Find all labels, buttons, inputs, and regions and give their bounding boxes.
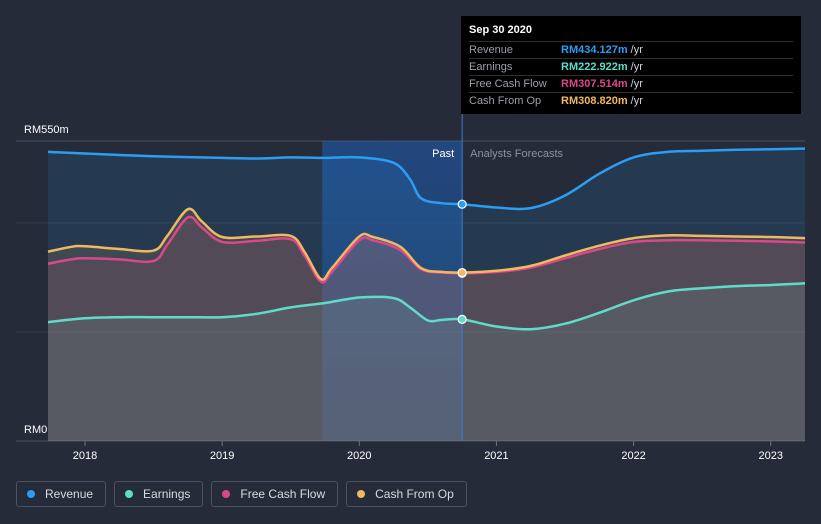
revenue-area [48, 148, 805, 441]
past-label: Past [432, 148, 454, 160]
tooltip-row-earnings: Earnings RM222.922m /yr [469, 58, 793, 75]
legend-item-earnings[interactable]: Earnings [114, 481, 204, 507]
cash-from-op-marker [457, 267, 467, 278]
legend-label: Free Cash Flow [240, 487, 326, 501]
earnings-area [48, 283, 805, 441]
free-cash-flow-line [47, 215, 806, 284]
tooltip-label: Earnings [469, 61, 513, 73]
x-tick-label: 2021 [484, 450, 508, 462]
tooltip-value: RM434.127m [561, 44, 628, 56]
cash-from-op-area [48, 208, 805, 441]
tooltip-row-cash-from-op: Cash From Op RM308.820m /yr [469, 92, 793, 109]
tooltip: Sep 30 2020 Revenue RM434.127m /yr Earni… [461, 16, 801, 114]
tooltip-date: Sep 30 2020 [469, 24, 532, 36]
legend-dot-icon [357, 490, 366, 498]
x-tick-label: 2020 [347, 450, 371, 462]
revenue-marker [457, 199, 467, 209]
tooltip-unit: /yr [630, 44, 643, 56]
legend-item-revenue[interactable]: Revenue [16, 481, 107, 507]
y-axis-top-label: RM550m [24, 124, 69, 136]
tooltip-row-revenue: Revenue RM434.127m /yr [469, 41, 793, 58]
cash-from-op-line [47, 207, 806, 281]
tooltip-label: Revenue [469, 44, 514, 56]
legend-dot-icon [27, 490, 35, 498]
tooltip-value: RM222.922m [561, 61, 628, 73]
legend-label: Cash From Op [375, 487, 454, 501]
revenue-line [47, 147, 806, 211]
earnings-line [47, 282, 806, 331]
legend-item-cash-from-op[interactable]: Cash From Op [346, 481, 467, 507]
x-tick-label: 2023 [758, 450, 782, 462]
free-cash-flow-area [48, 216, 805, 441]
tooltip-unit: /yr [630, 95, 643, 107]
legend-dot-icon [125, 490, 134, 498]
past-highlight-band [322, 141, 463, 441]
legend-label: Earnings [143, 487, 191, 501]
legend-item-free-cash-flow[interactable]: Free Cash Flow [211, 481, 339, 507]
tooltip-label: Free Cash Flow [469, 78, 547, 90]
tooltip-label: Cash From Op [469, 95, 542, 107]
y-axis-bottom-label: RM0 [24, 424, 47, 436]
legend: Revenue Earnings Free Cash Flow Cash Fro… [16, 481, 467, 507]
tooltip-unit: /yr [630, 78, 643, 90]
tooltip-value: RM307.514m [561, 78, 628, 90]
x-tick-label: 2019 [210, 450, 234, 462]
forecast-label: Analysts Forecasts [470, 148, 563, 160]
legend-label: Revenue [45, 487, 94, 501]
tooltip-unit: /yr [630, 61, 643, 73]
x-tick-label: 2018 [73, 450, 97, 462]
tooltip-row-free-cash-flow: Free Cash Flow RM307.514m /yr [469, 75, 793, 92]
legend-dot-icon [222, 490, 231, 498]
x-tick-label: 2022 [621, 450, 645, 462]
earnings-marker [457, 314, 467, 325]
tooltip-value: RM308.820m [561, 95, 628, 107]
